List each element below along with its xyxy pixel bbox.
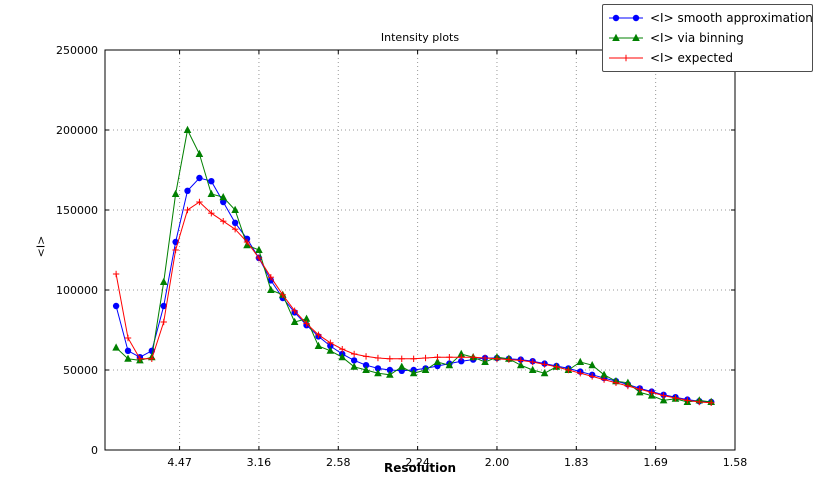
x-axis-label: Resolution [383, 461, 457, 475]
svg-text:1.58: 1.58 [723, 456, 748, 469]
svg-text:0: 0 [91, 444, 98, 457]
legend-label: <I> via binning [650, 31, 744, 45]
svg-text:3.16: 3.16 [247, 456, 272, 469]
legend-marker-circle-icon [609, 14, 643, 22]
legend-item-smooth-approximation: <I> smooth approximation [607, 8, 813, 28]
legend-item-via-binning: <I> via binning [607, 28, 806, 48]
svg-text:150000: 150000 [56, 204, 98, 217]
chart-title: Intensity plots [380, 31, 460, 44]
legend-marker-triangle-icon [609, 33, 643, 41]
svg-text:50000: 50000 [63, 364, 98, 377]
legend-label: <I> smooth approximation [650, 11, 813, 25]
legend: <I> smooth approximation <I> via binning… [602, 4, 813, 72]
svg-text:250000: 250000 [56, 44, 98, 57]
legend-marker-plus-icon [609, 54, 643, 62]
svg-text:200000: 200000 [56, 124, 98, 137]
svg-text:2.58: 2.58 [326, 456, 351, 469]
svg-text:1.69: 1.69 [643, 456, 668, 469]
svg-text:4.47: 4.47 [167, 456, 192, 469]
svg-text:2.24: 2.24 [405, 456, 430, 469]
svg-text:2.00: 2.00 [485, 456, 510, 469]
legend-item-expected: <I> expected [607, 48, 806, 68]
legend-label: <I> expected [650, 51, 734, 65]
y-axis-label: <I> [34, 235, 48, 258]
svg-text:100000: 100000 [56, 284, 98, 297]
svg-text:1.83: 1.83 [564, 456, 589, 469]
